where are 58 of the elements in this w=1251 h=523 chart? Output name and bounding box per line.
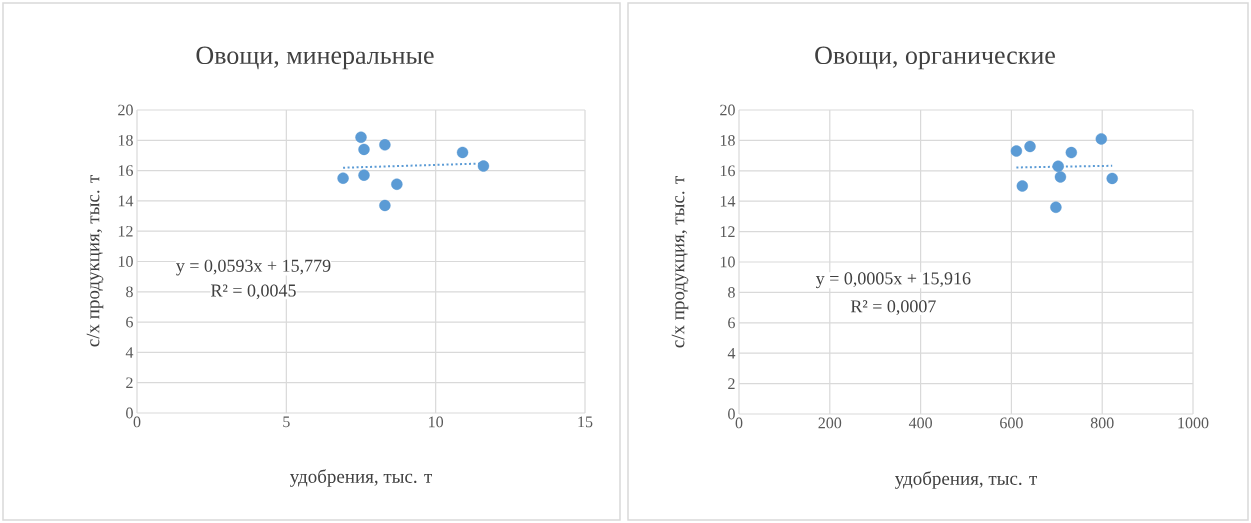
x-tick-label: 15 — [578, 416, 593, 428]
y-tick-label: 20 — [720, 104, 735, 116]
annotation: R² = 0,0007 — [850, 300, 936, 315]
point — [391, 178, 403, 190]
x-tick-label: 5 — [283, 416, 290, 428]
point — [355, 131, 367, 143]
point — [358, 143, 370, 156]
y-tick-label: 16 — [720, 165, 735, 177]
y-tick-label: 14 — [118, 195, 134, 207]
point — [1050, 201, 1062, 213]
y-tick-label: 10 — [118, 256, 133, 267]
y-tick-label: 10 — [720, 256, 735, 268]
x-tick-label: 800 — [1090, 417, 1114, 429]
point — [1010, 145, 1023, 157]
annotation: y = 0,0005x + 15,916 — [815, 272, 971, 289]
annotation: y = 0,0593x + 15,779 — [176, 259, 331, 276]
point — [1095, 133, 1107, 145]
y-axis-title: с/х продукция, тыс. т — [86, 175, 104, 347]
y-tick-label: 2 — [126, 377, 133, 388]
y-tick-label: 4 — [727, 347, 736, 359]
x-tick-label: 400 — [908, 417, 932, 429]
y-tick-label: 12 — [720, 226, 735, 237]
y-tick-label: 16 — [118, 165, 133, 176]
x-axis-title: удобрения, тыс. т — [894, 471, 1037, 489]
y-tick-label: 2 — [728, 378, 735, 389]
chart-title: Овощи, органические — [815, 46, 1055, 70]
y-tick-label: 14 — [720, 195, 736, 207]
y-tick-label: 18 — [118, 134, 133, 146]
point — [379, 199, 391, 212]
point — [477, 160, 490, 172]
y-tick-label: 20 — [118, 104, 133, 116]
y-tick-label: 0 — [728, 408, 735, 420]
point — [456, 146, 469, 159]
y-tick-label: 8 — [728, 287, 735, 298]
point — [358, 169, 370, 181]
y-tick-label: 6 — [126, 316, 133, 328]
y-tick-label: 0 — [126, 407, 133, 419]
x-tick-label: 600 — [1000, 417, 1023, 429]
x-tick-label: 10 — [429, 416, 444, 428]
point — [1052, 160, 1064, 172]
annotation: R² = 0,0045 — [210, 284, 296, 300]
point — [379, 139, 391, 151]
y-tick-label: 6 — [728, 317, 735, 329]
y-tick-label: 4 — [125, 347, 134, 358]
y-tick-label: 12 — [118, 225, 133, 237]
point — [1106, 172, 1118, 185]
point — [1024, 140, 1036, 153]
x-axis-title: удобрения, тыс. т — [289, 469, 432, 487]
y-tick-label: 8 — [126, 286, 133, 298]
point — [337, 172, 349, 184]
y-tick-label: 18 — [720, 135, 735, 146]
y-axis-title: с/х продукция, тыс. т — [671, 176, 689, 348]
x-tick-label: 200 — [818, 417, 842, 429]
point — [1065, 146, 1078, 159]
chart-title: Овощи, минеральные — [196, 46, 434, 70]
x-tick-label: 1000 — [1178, 417, 1209, 429]
point — [1054, 171, 1067, 183]
point — [1016, 180, 1028, 192]
